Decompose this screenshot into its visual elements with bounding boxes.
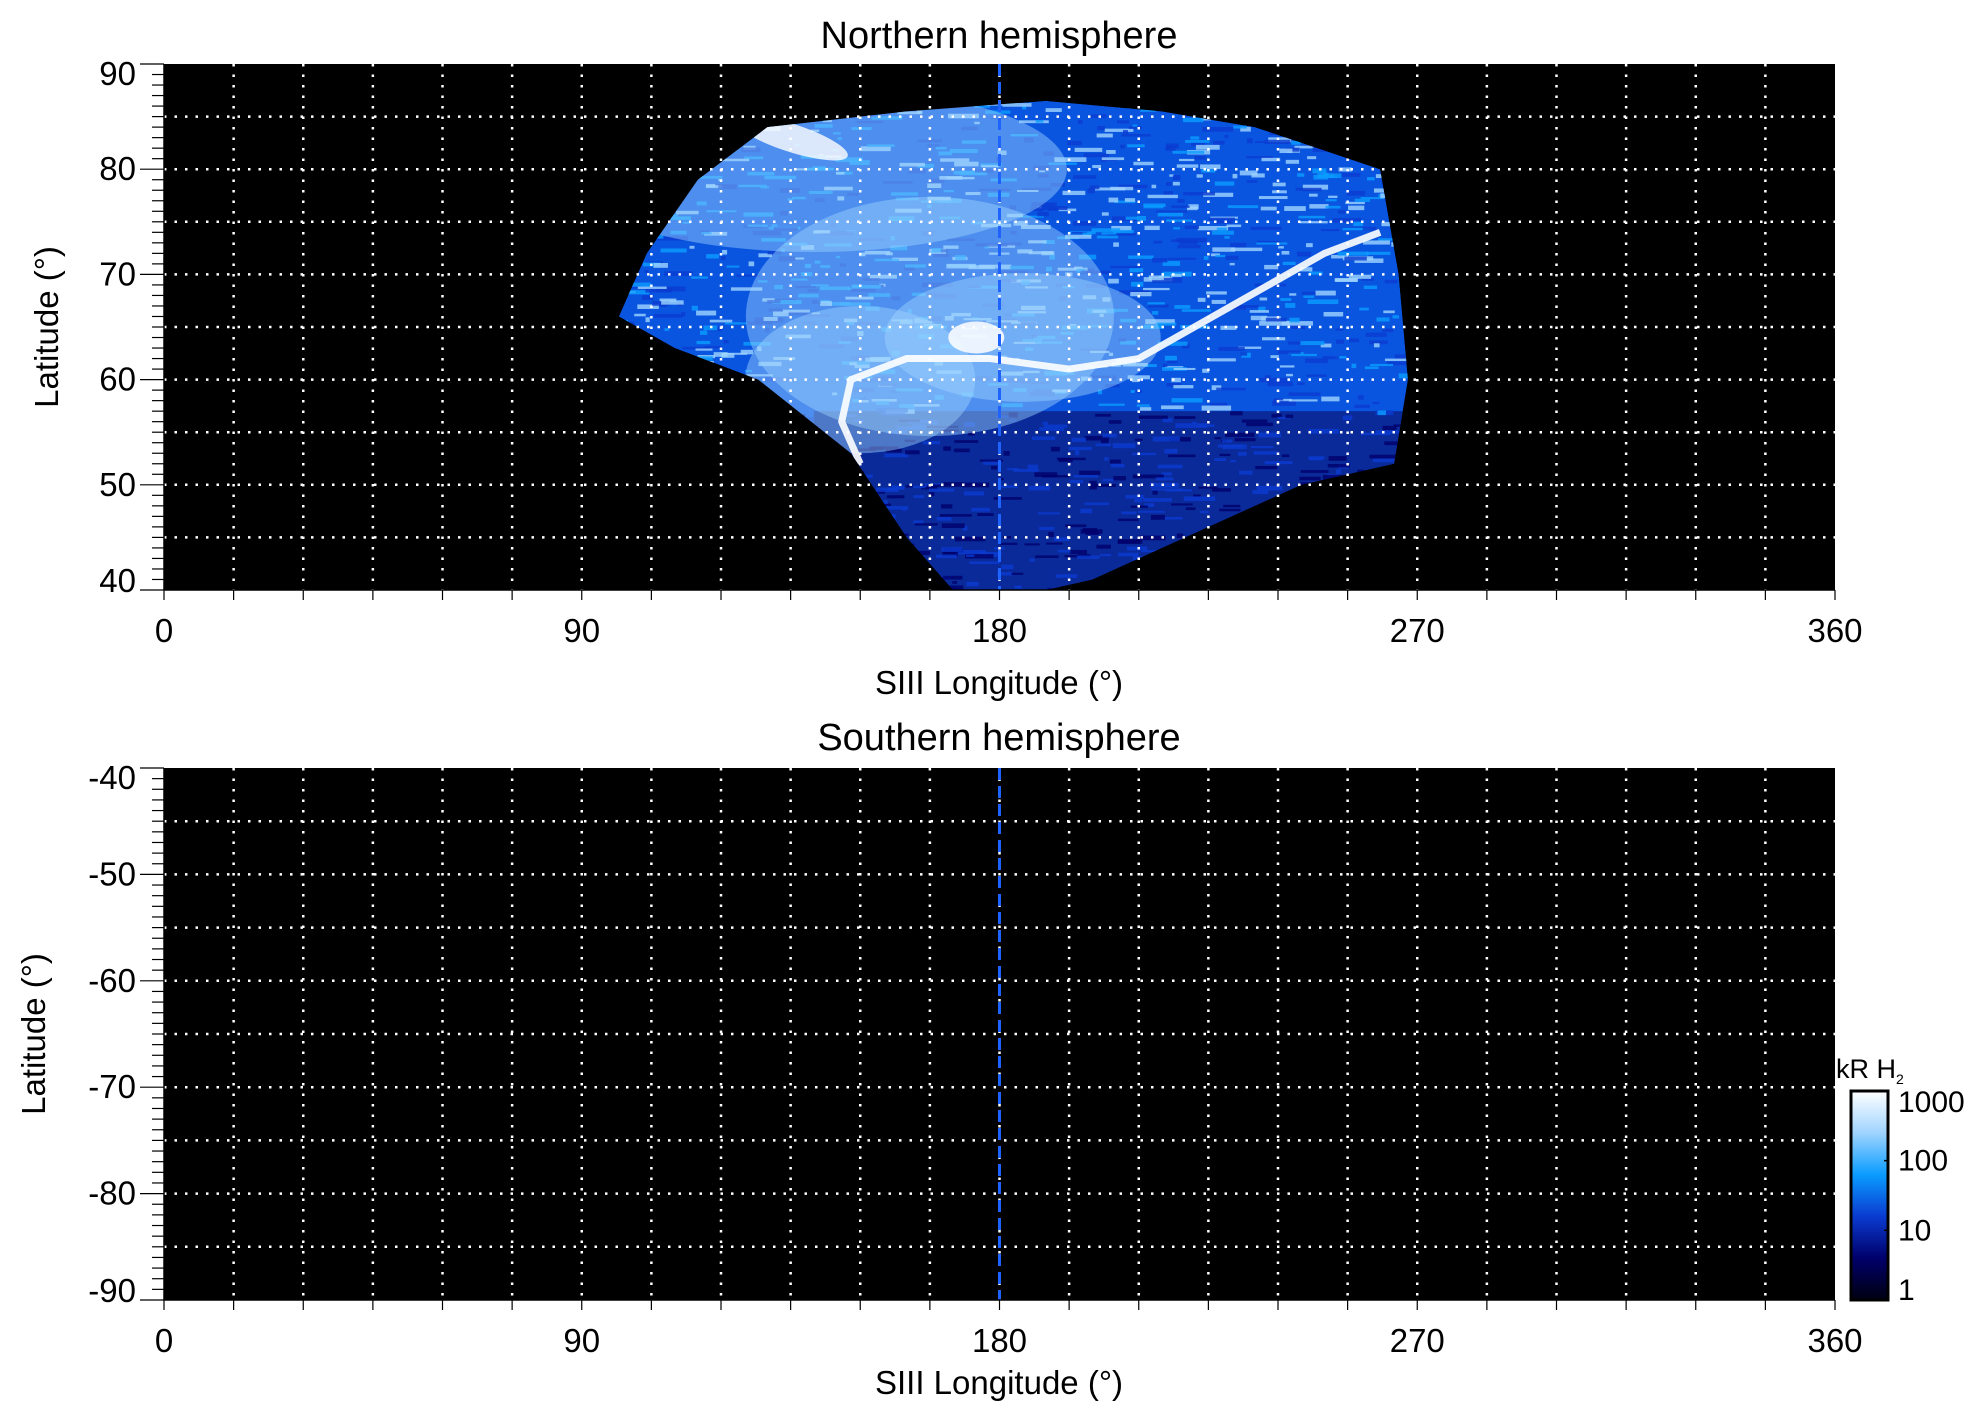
x-tick-label: 90: [563, 612, 600, 649]
y-tick-label: -40: [88, 759, 136, 796]
colorbar-tick-label: 1000: [1898, 1086, 1965, 1119]
northern-xlabel: SIII Longitude (°): [875, 664, 1123, 701]
y-tick-label: 80: [99, 150, 136, 187]
colorbar-tick-label: 100: [1898, 1145, 1948, 1178]
y-tick-label: -60: [88, 962, 136, 999]
southern-xlabel: SIII Longitude (°): [875, 1364, 1123, 1401]
x-tick-label: 270: [1390, 1322, 1445, 1359]
y-tick-label: 70: [99, 255, 136, 292]
northern-ylabel: Latitude (°): [28, 246, 65, 408]
y-tick-label: -80: [88, 1175, 136, 1212]
y-tick-label: 40: [99, 562, 136, 599]
colorbar-tick-label: 1: [1898, 1274, 1915, 1307]
x-tick-label: 180: [972, 1322, 1027, 1359]
main-auroral-oval: [838, 229, 1382, 466]
x-tick-label: 360: [1807, 1322, 1862, 1359]
northern-panel: Northern hemisphere 40 50 60 70 80 90 0 90 180 27…: [28, 15, 1863, 701]
x-tick-label: 180: [972, 612, 1027, 649]
y-tick-label: 50: [99, 466, 136, 503]
southern-panel: Southern hemisphere -90 -80 -70 -60 -50 -40 0 9…: [15, 717, 1863, 1401]
x-tick-label: 360: [1807, 612, 1862, 649]
colorbar-label: kR H2: [1836, 1054, 1904, 1087]
colorbar-tick-label: 10: [1898, 1214, 1931, 1247]
y-tick-label: -90: [88, 1272, 136, 1309]
y-tick-label: 90: [99, 55, 136, 92]
x-tick-label: 90: [563, 1322, 600, 1359]
y-tick-label: -70: [88, 1068, 136, 1105]
southern-grid: [164, 768, 1835, 1300]
northern-title: Northern hemisphere: [821, 15, 1178, 57]
y-tick-label: -50: [88, 855, 136, 892]
x-tick-label: 0: [155, 612, 173, 649]
colorbar-gradient: [1849, 1089, 1890, 1302]
y-tick-label: 60: [99, 361, 136, 398]
northern-axes: 40 50 60 70 80 90 0 90 180 270 360: [99, 55, 1862, 649]
northern-grid: [164, 64, 1835, 590]
southern-title: Southern hemisphere: [817, 717, 1180, 759]
southern-axes: -90 -80 -70 -60 -50 -40 0 90 180 270 360: [88, 759, 1862, 1359]
colorbar: kR H2 1 10 100 1000: [1836, 1054, 1965, 1307]
x-tick-label: 270: [1390, 612, 1445, 649]
colorbar-ticks: 1 10 100 1000: [1884, 1086, 1965, 1307]
x-tick-label: 0: [155, 1322, 173, 1359]
southern-ylabel: Latitude (°): [15, 953, 52, 1115]
